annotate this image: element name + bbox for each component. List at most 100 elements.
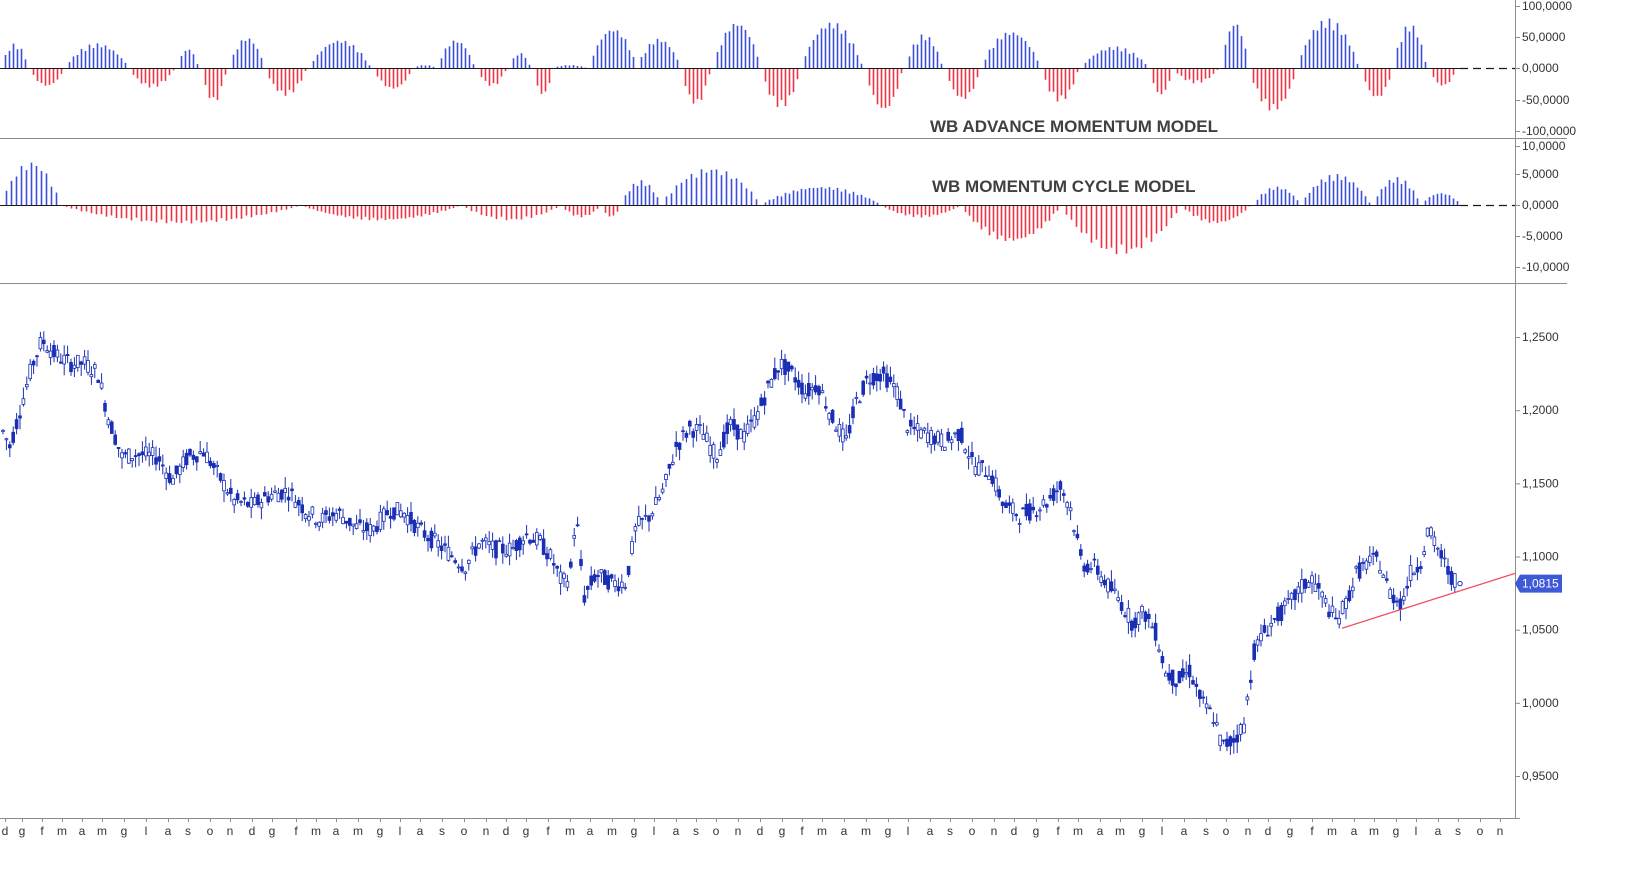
candle-bull — [1106, 578, 1110, 593]
candle-bear — [419, 522, 423, 525]
candle-bull — [708, 444, 712, 456]
candle-bear — [1153, 622, 1158, 641]
x-tick-label: g — [1139, 824, 1146, 838]
candle-bear — [956, 429, 961, 442]
candle-bull — [402, 512, 406, 518]
candle-bear — [932, 435, 937, 445]
candle-bull — [1344, 597, 1348, 610]
x-tick-label: n — [1245, 824, 1252, 838]
candle-bull — [1, 429, 5, 432]
candle-bear — [358, 519, 362, 524]
x-tick-label: d — [503, 824, 510, 838]
candle-bull — [497, 540, 502, 543]
candle-bear — [722, 431, 726, 448]
candle-bull — [368, 524, 372, 537]
candle-bear — [375, 526, 379, 533]
price-tag-background — [1515, 574, 1562, 593]
candle-bear — [449, 555, 454, 558]
candle-bear — [1252, 643, 1257, 660]
y-tick-label: 1,1000 — [1522, 550, 1559, 564]
candle-bear — [1055, 490, 1059, 493]
candle-bull — [1289, 592, 1294, 600]
candle-bull — [130, 458, 135, 462]
candle-bull — [1323, 598, 1328, 604]
candle-bull — [599, 569, 604, 574]
candle-bull — [283, 487, 287, 493]
candle-bear — [888, 376, 893, 382]
candle-bear — [881, 366, 886, 374]
candle-bear — [1075, 533, 1080, 539]
x-tick-label: g — [631, 824, 638, 838]
candle-bear — [1187, 664, 1192, 678]
candle-bear — [531, 539, 536, 543]
y-tick-label: 1,0000 — [1522, 696, 1559, 710]
x-tick-label: d — [1011, 824, 1018, 838]
candle-bear — [14, 419, 19, 430]
candle-bull — [633, 526, 638, 532]
candle-bear — [735, 424, 740, 440]
candle-bear — [616, 586, 621, 592]
candle-bull — [1429, 527, 1433, 537]
candle-bull — [1320, 591, 1325, 598]
candle-bear — [1194, 683, 1199, 687]
candle-bull — [1136, 612, 1141, 625]
candle-bear — [337, 508, 342, 511]
x-tick-label: g — [523, 824, 530, 838]
x-tick-label: a — [1097, 824, 1104, 838]
candle-bull — [742, 431, 746, 443]
candle-bear — [1014, 514, 1018, 517]
candle-bear — [1119, 602, 1124, 611]
candle-bear — [1092, 558, 1097, 561]
candle-bull — [198, 451, 203, 454]
candle-bear — [861, 380, 865, 395]
candle-bear — [830, 409, 835, 423]
candle-bull — [521, 540, 525, 545]
candle-bear — [330, 512, 335, 517]
candle-bear — [909, 419, 913, 427]
candle-bull — [55, 349, 60, 358]
candle-bull — [1313, 583, 1318, 593]
candle-bear — [300, 504, 304, 514]
x-tick-label: m — [353, 824, 363, 838]
candle-bull — [1215, 722, 1219, 726]
support-trendline — [1341, 572, 1516, 629]
candle-bear — [800, 382, 804, 395]
candle-bull — [718, 449, 723, 456]
candle-bear — [1235, 734, 1240, 743]
x-tick-label: g — [19, 824, 26, 838]
candle-bear — [18, 415, 22, 419]
candle-bull — [1351, 586, 1355, 592]
candle-bull — [269, 493, 274, 500]
candle-bull — [1245, 696, 1250, 701]
x-tick-label: g — [121, 824, 128, 838]
candle-bear — [864, 375, 869, 379]
candle-bear — [1279, 605, 1284, 621]
x-tick-label: g — [779, 824, 786, 838]
x-tick-label: n — [991, 824, 998, 838]
candle-bull — [643, 514, 648, 517]
candle-bull — [915, 423, 920, 431]
y-tick-label: 1,2500 — [1522, 330, 1559, 344]
candle-bull — [334, 512, 338, 521]
candle-bull — [477, 543, 481, 549]
candle-bear — [327, 516, 332, 521]
candle-bull — [89, 374, 94, 378]
candle-bull — [4, 438, 9, 441]
candle-bull — [837, 423, 842, 437]
candle-bull — [650, 513, 655, 517]
x-tick-label: s — [1455, 824, 1461, 838]
candle-bear — [103, 402, 107, 412]
candle-bull — [466, 559, 471, 564]
x-tick-label: s — [693, 824, 699, 838]
candle-bear — [1123, 615, 1127, 617]
x-tick-label: m — [1327, 824, 1337, 838]
candle-bull — [630, 540, 634, 554]
candle-bear — [1446, 565, 1450, 575]
candle-bull — [905, 430, 910, 433]
x-tick-label: f — [294, 824, 298, 838]
candle-bear — [133, 455, 138, 458]
candle-bear — [1221, 739, 1226, 742]
candle-bear — [1276, 606, 1280, 622]
candle-bear — [1082, 565, 1087, 572]
candle-bear — [878, 374, 882, 382]
